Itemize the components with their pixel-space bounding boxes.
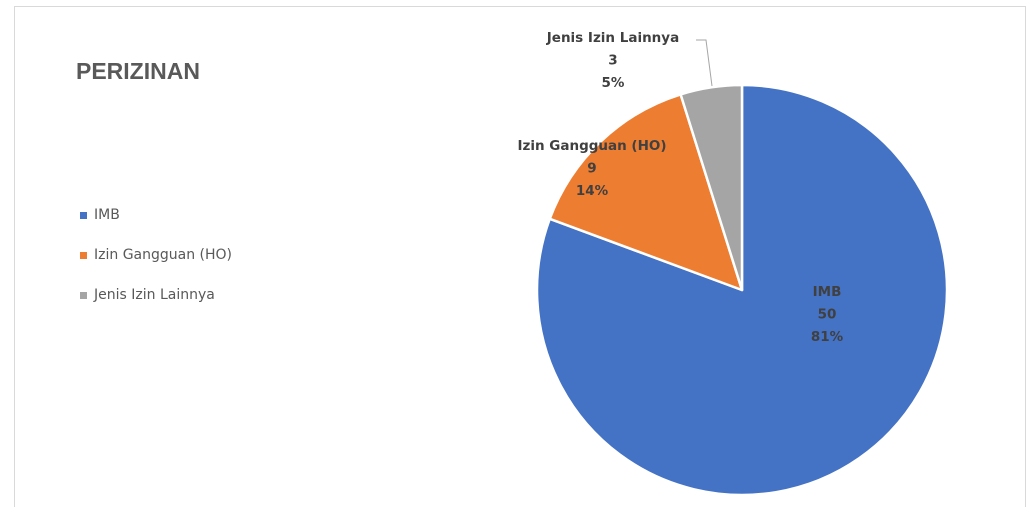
legend-swatch-lainnya [80,291,87,299]
pie-slice-lainnya [679,83,744,292]
leader-line-lainnya [696,39,713,87]
label-value-ho: 9 [587,161,596,177]
chart-frame [14,6,1026,507]
legend: IMB Izin Gangguan (HO) Jenis Izin Lainny… [80,205,232,325]
label-category-imb: IMB [813,284,842,300]
legend-label-ho: Izin Gangguan (HO) [94,247,233,263]
legend-swatch-imb [80,211,87,219]
data-labels: IMB 50 81% Izin Gangguan (HO) 9 14% Jenis Izin… [517,30,843,345]
label-percent-imb: 81% [811,329,844,345]
pie-slices [535,83,949,497]
label-category-ho: Izin Gangguan (HO) [517,138,666,154]
legend-item-lainnya: Jenis Izin Lainnya [80,285,232,305]
pie-slice-imb [535,83,949,497]
legend-item-imb: IMB [80,205,232,225]
label-percent-lainnya: 5% [602,75,625,91]
legend-label-imb: IMB [94,207,120,223]
label-percent-ho: 14% [576,183,609,199]
legend-swatch-ho [80,251,87,259]
legend-item-ho: Izin Gangguan (HO) [80,245,232,265]
chart-title: PERIZINAN [76,58,200,84]
label-value-lainnya: 3 [608,53,617,69]
legend-label-lainnya: Jenis Izin Lainnya [94,287,215,303]
pie-slice-ho [548,93,744,292]
label-value-imb: 50 [818,307,837,323]
label-category-lainnya: Jenis Izin Lainnya [546,30,679,46]
